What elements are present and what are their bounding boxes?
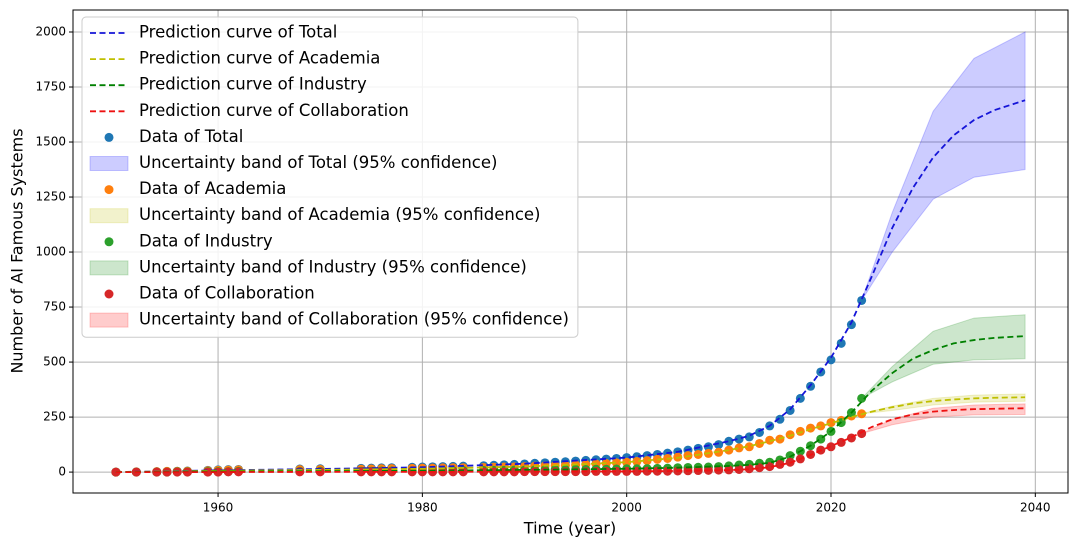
data-point	[734, 443, 744, 453]
legend-label: Prediction curve of Collaboration	[139, 101, 409, 120]
data-point	[785, 451, 795, 461]
x-tick-label: 2040	[1020, 501, 1051, 515]
legend-label: Uncertainty band of Collaboration (95% c…	[139, 310, 569, 329]
data-point	[632, 457, 642, 467]
data-point	[754, 438, 764, 448]
legend-handle	[104, 237, 114, 247]
data-point	[846, 320, 856, 330]
data-point	[714, 440, 724, 450]
y-tick-label: 0	[58, 465, 66, 479]
data-point	[744, 464, 754, 474]
legend-label: Data of Industry	[139, 231, 273, 250]
legend-handle	[104, 185, 114, 195]
data-point	[754, 463, 764, 473]
data-point	[816, 421, 826, 431]
y-tick-label: 1250	[35, 190, 66, 204]
x-axis-label: Time (year)	[523, 519, 616, 538]
legend-handle	[104, 289, 114, 299]
data-point	[785, 430, 795, 440]
data-point	[765, 435, 775, 445]
legend-label: Prediction curve of Industry	[139, 75, 367, 94]
data-point	[826, 442, 836, 452]
y-tick-label: 1500	[35, 135, 66, 149]
x-tick-label: 2000	[611, 501, 642, 515]
data-point	[775, 414, 785, 424]
legend-box	[81, 16, 579, 338]
legend-handle	[104, 132, 114, 142]
data-point	[734, 434, 744, 444]
data-point	[724, 436, 734, 446]
y-tick-label: 2000	[35, 25, 66, 39]
legend-label: Data of Collaboration	[139, 284, 315, 303]
prediction-curve	[115, 396, 1026, 473]
legend-label: Data of Total	[139, 127, 243, 146]
legend-label: Prediction curve of Total	[139, 23, 337, 42]
y-tick-label: 750	[43, 300, 66, 314]
legend-handle	[89, 260, 129, 276]
legend-handle	[89, 156, 129, 171]
y-tick-label: 1000	[35, 245, 66, 259]
y-tick-label: 1750	[35, 80, 66, 94]
x-tick-label: 2020	[816, 501, 847, 515]
prediction-curve	[115, 335, 1026, 473]
data-point	[622, 457, 632, 467]
data-point	[857, 393, 867, 403]
y-axis-label: Number of AI Famous Systems	[8, 128, 27, 373]
y-tick-label: 500	[43, 355, 66, 369]
prediction-curve	[115, 99, 1026, 473]
legend-handle	[89, 208, 129, 224]
x-tick-label: 1980	[407, 501, 438, 515]
data-point	[744, 442, 754, 452]
legend: Prediction curve of Total Prediction curv…	[81, 16, 579, 338]
legend-handle	[89, 312, 129, 328]
data-point	[703, 442, 713, 452]
data-point	[611, 458, 621, 468]
data-point	[642, 456, 652, 466]
y-tick-label: 250	[43, 410, 66, 424]
plot-frame	[72, 9, 1069, 494]
prediction-curve	[115, 407, 1026, 473]
x-tick-label: 1960	[203, 501, 234, 515]
legend-label: Uncertainty band of Academia (95% confid…	[139, 205, 541, 224]
legend-label: Data of Academia	[139, 179, 286, 198]
data-point	[765, 462, 775, 472]
legend-label: Uncertainty band of Total (95% confidenc…	[139, 153, 497, 172]
legend-label: Prediction curve of Academia	[139, 49, 380, 68]
uncertainty-band	[861, 403, 1026, 435]
uncertainty-band	[861, 31, 1026, 301]
data-point	[806, 423, 816, 433]
uncertainty-band	[861, 314, 1026, 399]
data-point	[795, 426, 805, 436]
legend-label: Uncertainty band of Industry (95% confid…	[139, 257, 527, 276]
data-point	[775, 459, 785, 469]
